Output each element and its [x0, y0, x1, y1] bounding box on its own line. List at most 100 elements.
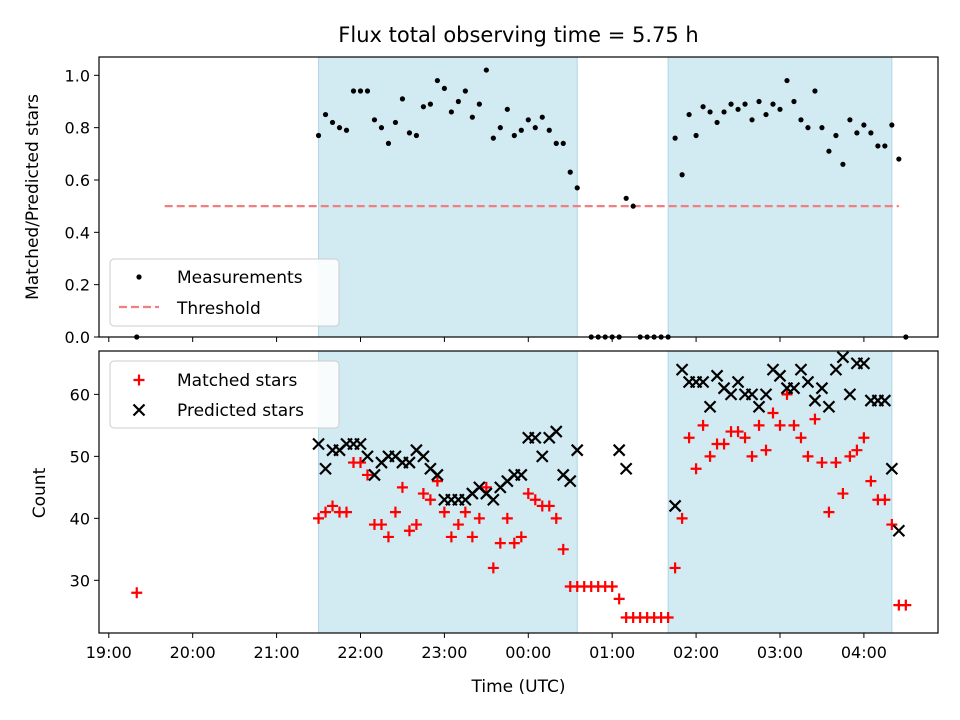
- predicted-point: [361, 450, 374, 463]
- legend-matched-marker: [133, 374, 145, 386]
- predicted-point: [529, 431, 542, 445]
- y-tick-label: 30: [70, 571, 90, 590]
- matched-point: [327, 500, 339, 512]
- x-tick-label: 04:00: [841, 643, 887, 662]
- predicted-point: [878, 394, 892, 407]
- matched-point: [760, 444, 772, 456]
- measurement-point: [371, 117, 378, 123]
- measurement-point: [889, 122, 895, 128]
- y-tick-label: 0.2: [65, 276, 90, 295]
- matched-point: [802, 450, 814, 462]
- matched-point: [424, 494, 436, 506]
- matched-point: [466, 531, 478, 543]
- measurement-point: [448, 109, 454, 115]
- legend-measurements-label: Measurements: [177, 268, 303, 288]
- measurement-point: [546, 127, 552, 133]
- x-tick-label: 01:00: [589, 643, 635, 662]
- matched-point: [816, 457, 828, 469]
- measurement-point: [427, 101, 434, 107]
- predicted-point: [354, 437, 367, 451]
- predicted-point: [843, 388, 857, 401]
- measurement-point: [497, 125, 503, 131]
- matched-point: [508, 537, 520, 549]
- matched-point: [375, 519, 387, 531]
- matched-point: [396, 481, 408, 493]
- axes-frame: [98, 350, 939, 634]
- matched-point: [753, 419, 765, 431]
- predicted-point: [787, 381, 801, 395]
- measurement-point: [742, 101, 748, 107]
- measurement-point: [672, 135, 678, 141]
- measurement-point: [560, 140, 566, 146]
- measurement-point: [343, 127, 350, 133]
- matched-point: [830, 457, 842, 469]
- matched-point: [683, 432, 695, 444]
- predicted-point: [319, 462, 332, 476]
- ratio-panel: 0.0 0.2 0.4 0.6 0.8 1.0 Measurements Threshold: [65, 56, 939, 347]
- matched-point: [858, 432, 870, 444]
- x-tick-label: 22:00: [337, 643, 383, 662]
- measurement-point: [812, 88, 818, 94]
- measurement-point: [686, 111, 692, 118]
- measurement-point: [805, 125, 811, 131]
- bottom-y-axis-label: Count: [30, 467, 50, 518]
- axes-frame: [98, 56, 939, 338]
- measurement-point: [441, 85, 447, 92]
- predicted-point: [808, 394, 822, 407]
- measurement-point: [833, 132, 839, 139]
- measurement-point: [357, 88, 364, 94]
- legend-measurements-marker: [136, 274, 142, 280]
- y-tick-label: 0.4: [65, 223, 90, 242]
- measurement-point: [777, 106, 783, 112]
- measurement-point: [322, 111, 329, 118]
- predicted-point: [417, 450, 430, 463]
- matched-point: [781, 388, 793, 400]
- matched-point: [452, 519, 464, 531]
- bottom-legend: Matched stars Predicted stars: [109, 360, 340, 429]
- measurement-point: [630, 203, 636, 209]
- matched-point: [431, 475, 443, 487]
- predicted-point: [312, 437, 325, 451]
- measurement-point: [875, 143, 881, 149]
- measurement-point: [406, 130, 413, 136]
- measurement-point: [896, 156, 902, 162]
- measurement-point: [483, 67, 489, 73]
- matched-point: [795, 432, 807, 444]
- matched-point: [459, 506, 471, 518]
- x-tick-label: 03:00: [757, 643, 803, 662]
- measurement-point: [840, 161, 846, 167]
- measurement-point: [364, 88, 371, 94]
- measurement-point: [819, 125, 825, 131]
- shaded-span: [667, 56, 893, 338]
- matched-point: [354, 457, 366, 469]
- matched-point: [522, 488, 534, 500]
- measurement-point: [763, 111, 769, 118]
- matched-point: [445, 531, 457, 543]
- measurement-point: [420, 104, 427, 110]
- predicted-point: [885, 462, 899, 476]
- predicted-point: [431, 468, 444, 482]
- predicted-point: [892, 524, 906, 538]
- measurement-point: [525, 117, 531, 123]
- measurement-point: [721, 109, 727, 115]
- y-tick-label: 0.0: [65, 328, 90, 347]
- matched-point: [480, 481, 492, 493]
- measurement-point: [532, 125, 538, 131]
- measurement-point: [854, 130, 860, 136]
- measurement-point: [770, 101, 776, 107]
- measurement-point: [574, 185, 580, 191]
- matched-point: [550, 512, 562, 524]
- matched-point: [662, 612, 674, 624]
- top-y-axis-label: Matched/Predicted stars: [23, 94, 43, 300]
- measurement-point: [553, 140, 559, 146]
- y-tick-label: 50: [70, 447, 90, 466]
- measurement-point: [868, 130, 874, 136]
- matched-point: [613, 593, 625, 605]
- measurement-point: [490, 135, 496, 141]
- predicted-point: [368, 468, 381, 482]
- measurement-point: [511, 132, 517, 139]
- measurement-point: [707, 109, 713, 115]
- predicted-point: [822, 400, 836, 414]
- legend-matched-label: Matched stars: [177, 371, 297, 391]
- y-tick-label: 0.8: [65, 119, 90, 138]
